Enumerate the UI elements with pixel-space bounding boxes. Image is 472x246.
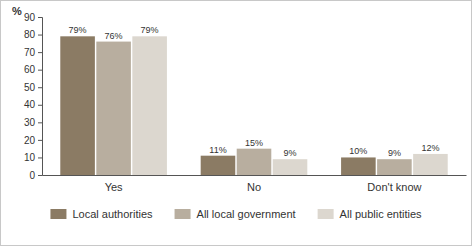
bar <box>377 159 412 175</box>
bar <box>273 159 308 175</box>
y-tick-label: 20 <box>24 135 36 146</box>
bar <box>132 36 167 175</box>
legend-label: All local government <box>197 208 296 220</box>
x-tick-label: No <box>247 181 261 193</box>
data-label: 15% <box>245 138 263 148</box>
data-label: 76% <box>105 31 123 41</box>
legend: Local authorities All local government All… <box>50 208 422 220</box>
y-tick: 60 <box>24 64 42 75</box>
y-tick-label: 70 <box>24 47 36 58</box>
y-tick-mark <box>38 105 42 106</box>
y-tick-label: 0 <box>29 170 35 181</box>
y-tick-label: 80 <box>24 29 36 40</box>
y-tick-mark <box>38 35 42 36</box>
bar <box>96 42 131 175</box>
legend-item: All local government <box>175 208 296 220</box>
y-tick: 70 <box>24 47 42 58</box>
legend-swatch <box>50 209 66 219</box>
x-tick-label: Yes <box>105 181 123 193</box>
data-label: 12% <box>421 143 439 153</box>
y-tick-mark <box>38 157 42 158</box>
y-tick: 40 <box>24 99 42 110</box>
plot: 0 10 20 30 40 50 60 70 80 90 Yes No Don't know 79% 11%… <box>24 12 467 194</box>
y-tick-mark <box>38 17 42 18</box>
data-labels: 79% 11% 10% 76% 15% 9% 79% 9% 12% <box>69 25 440 158</box>
data-label: 11% <box>209 145 226 155</box>
legend-label: All public entities <box>340 208 422 220</box>
y-tick: 30 <box>24 117 42 128</box>
y-tick: 50 <box>24 82 42 93</box>
y-axis-line <box>38 18 43 176</box>
data-label: 79% <box>141 25 159 35</box>
bar <box>341 157 376 175</box>
data-label: 9% <box>388 148 401 158</box>
frame <box>1 1 472 246</box>
y-tick: 0 <box>29 170 42 181</box>
bar <box>201 156 236 175</box>
chart: 0 10 20 30 40 50 60 70 80 90 Yes No Don't know 79% 11%… <box>0 0 472 246</box>
y-tick-mark <box>38 52 42 53</box>
y-tick: 20 <box>24 135 42 146</box>
bars <box>60 36 447 175</box>
x-axis: Yes No Don't know <box>43 175 467 193</box>
legend-label: Local authorities <box>72 208 153 220</box>
x-tick: Yes <box>105 175 123 193</box>
y-tick-mark <box>38 122 42 123</box>
y-tick-label: 10 <box>24 152 36 163</box>
bar <box>237 149 272 175</box>
y-tick: 80 <box>24 29 42 40</box>
y-tick-mark <box>38 175 42 176</box>
x-tick: Don't know <box>367 175 421 193</box>
legend-swatch <box>318 209 334 219</box>
y-axis-label: % <box>12 5 22 17</box>
y-tick-mark <box>38 140 42 141</box>
y-tick-mark <box>38 87 42 88</box>
x-tick: No <box>247 175 261 193</box>
legend-swatch <box>175 209 191 219</box>
bar <box>413 154 448 175</box>
data-label: 79% <box>69 25 87 35</box>
y-tick-label: 50 <box>24 82 36 93</box>
y-tick-label: 90 <box>24 12 36 23</box>
y-tick-label: 60 <box>24 64 36 75</box>
y-tick-label: 30 <box>24 117 36 128</box>
y-tick-mark <box>38 70 42 71</box>
legend-item: All public entities <box>318 208 422 220</box>
y-tick: 90 <box>24 12 42 23</box>
y-axis: 0 10 20 30 40 50 60 70 80 90 <box>24 12 43 181</box>
bar <box>60 36 95 175</box>
data-label: 10% <box>349 146 367 156</box>
data-label: 9% <box>284 148 297 158</box>
x-axis-line <box>43 175 467 176</box>
y-tick-label: 40 <box>24 99 36 110</box>
x-tick-label: Don't know <box>367 181 421 193</box>
legend-item: Local authorities <box>50 208 153 220</box>
y-tick: 10 <box>24 152 42 163</box>
